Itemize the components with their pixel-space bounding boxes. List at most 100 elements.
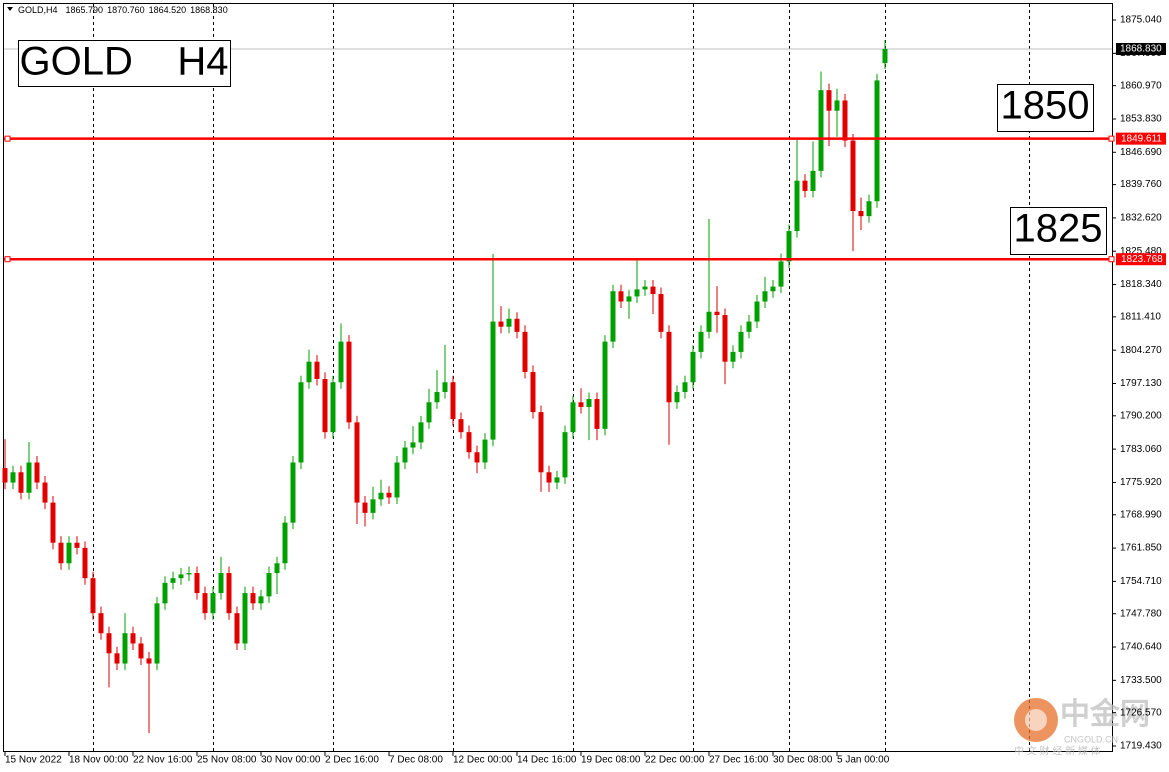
candle-body [602,341,608,429]
y-tick-label: 1846.690 [1120,147,1162,158]
candle-body [730,351,736,362]
candle-body [346,341,352,423]
candle-body [666,331,672,403]
x-tick-label: 14 Dec 16:00 [517,755,577,766]
candle-body [714,311,720,316]
level-label: 1823.768 [1121,254,1163,265]
candle-body [546,472,552,483]
candle-body [586,399,592,407]
candle-body [482,439,488,463]
y-tick-label: 1804.270 [1120,345,1162,356]
candle-body [738,331,744,352]
x-tick-label: 19 Dec 08:00 [581,755,641,766]
last-price-label: 1868.830 [1120,44,1162,55]
candle-body [98,613,104,634]
header-symbol: GOLD,H4 [18,5,58,15]
candle-body [426,402,432,423]
candle-body [266,573,272,597]
candle-body [306,361,312,383]
annotation-box [1010,207,1107,255]
header-ohlc: 1864.520 [149,5,187,15]
watermark-logo [1025,709,1047,731]
candle-body [698,331,704,352]
header-ohlc: 1868.830 [190,5,228,15]
candle-body [794,180,800,232]
candle-body [122,633,128,664]
candle-body [10,472,16,483]
candle-body [162,582,168,604]
candle-body [130,633,136,644]
candle-body [194,573,200,594]
candle-body [866,201,872,217]
candle-body [498,321,504,327]
title: GOLD H4 [20,40,229,84]
y-tick-label: 1768.990 [1120,509,1162,520]
candle-body [682,382,688,393]
candle-body [690,351,696,383]
watermark-logo [1014,698,1058,742]
y-tick-label: 1853.830 [1120,114,1162,125]
y-tick-label: 1719.430 [1120,741,1162,752]
candle-body [474,452,480,463]
candle-body [178,574,184,579]
candle-body [370,499,376,513]
candle-body [226,573,232,614]
y-tick-label: 1875.040 [1120,15,1162,26]
candle-body [458,419,464,433]
candle-body [658,294,664,332]
candle-body [618,291,624,302]
candle-body [34,462,40,483]
x-tick-label: 22 Dec 00:00 [645,755,705,766]
candle-body [522,331,528,372]
y-tick-label: 1740.640 [1120,642,1162,653]
candle-body [626,296,632,302]
candle-body [170,578,176,583]
candle-body [202,593,208,614]
candle-body [322,378,328,433]
candle-body [274,563,280,574]
watermark: 中金网 CNGOLD.CN 中 文 财 经 新 媒 体 [1014,697,1150,758]
candle-body [818,90,824,171]
candle-body [762,291,768,302]
candle-body [442,382,448,393]
candle-body [138,643,144,659]
candle-body [362,502,368,513]
candle-body [570,402,576,433]
candle-body [850,140,856,212]
candle-body [66,542,72,564]
annotation: 1825 [1014,207,1103,251]
candle-body [706,311,712,332]
last-price-box [1116,42,1166,55]
candle-body [810,170,816,191]
candle-body [154,603,160,664]
candle-body [754,301,760,322]
candle-body [770,286,776,292]
candle-body [74,542,80,548]
candle-body [90,578,96,614]
candle-body [378,492,384,500]
header-ohlc: 1865.790 [66,5,104,15]
y-tick-label: 1832.620 [1120,213,1162,224]
watermark-slogan: 中 文 财 经 新 媒 体 [1014,745,1101,758]
candle-body [218,573,224,594]
candle-body [394,462,400,498]
x-tick-label: 18 Nov 00:00 [69,755,129,766]
candle-body [642,286,648,290]
x-tick-label: 25 Nov 08:00 [197,755,257,766]
candle-body [82,547,88,579]
candle-body [234,613,240,644]
y-tick-label: 1754.710 [1120,576,1162,587]
candle-body [114,653,120,664]
y-tick-label: 1726.570 [1120,707,1162,718]
candle-body [826,90,832,111]
header-ohlc: 1870.760 [107,5,145,15]
candle-body [354,422,360,503]
y-tick-label: 1761.850 [1120,543,1162,554]
candle-body [554,477,560,483]
y-tick-label: 1790.200 [1120,410,1162,421]
candle-body [722,315,728,362]
candle-body [242,593,248,644]
candle-body [506,318,512,327]
candle-body [298,382,304,463]
